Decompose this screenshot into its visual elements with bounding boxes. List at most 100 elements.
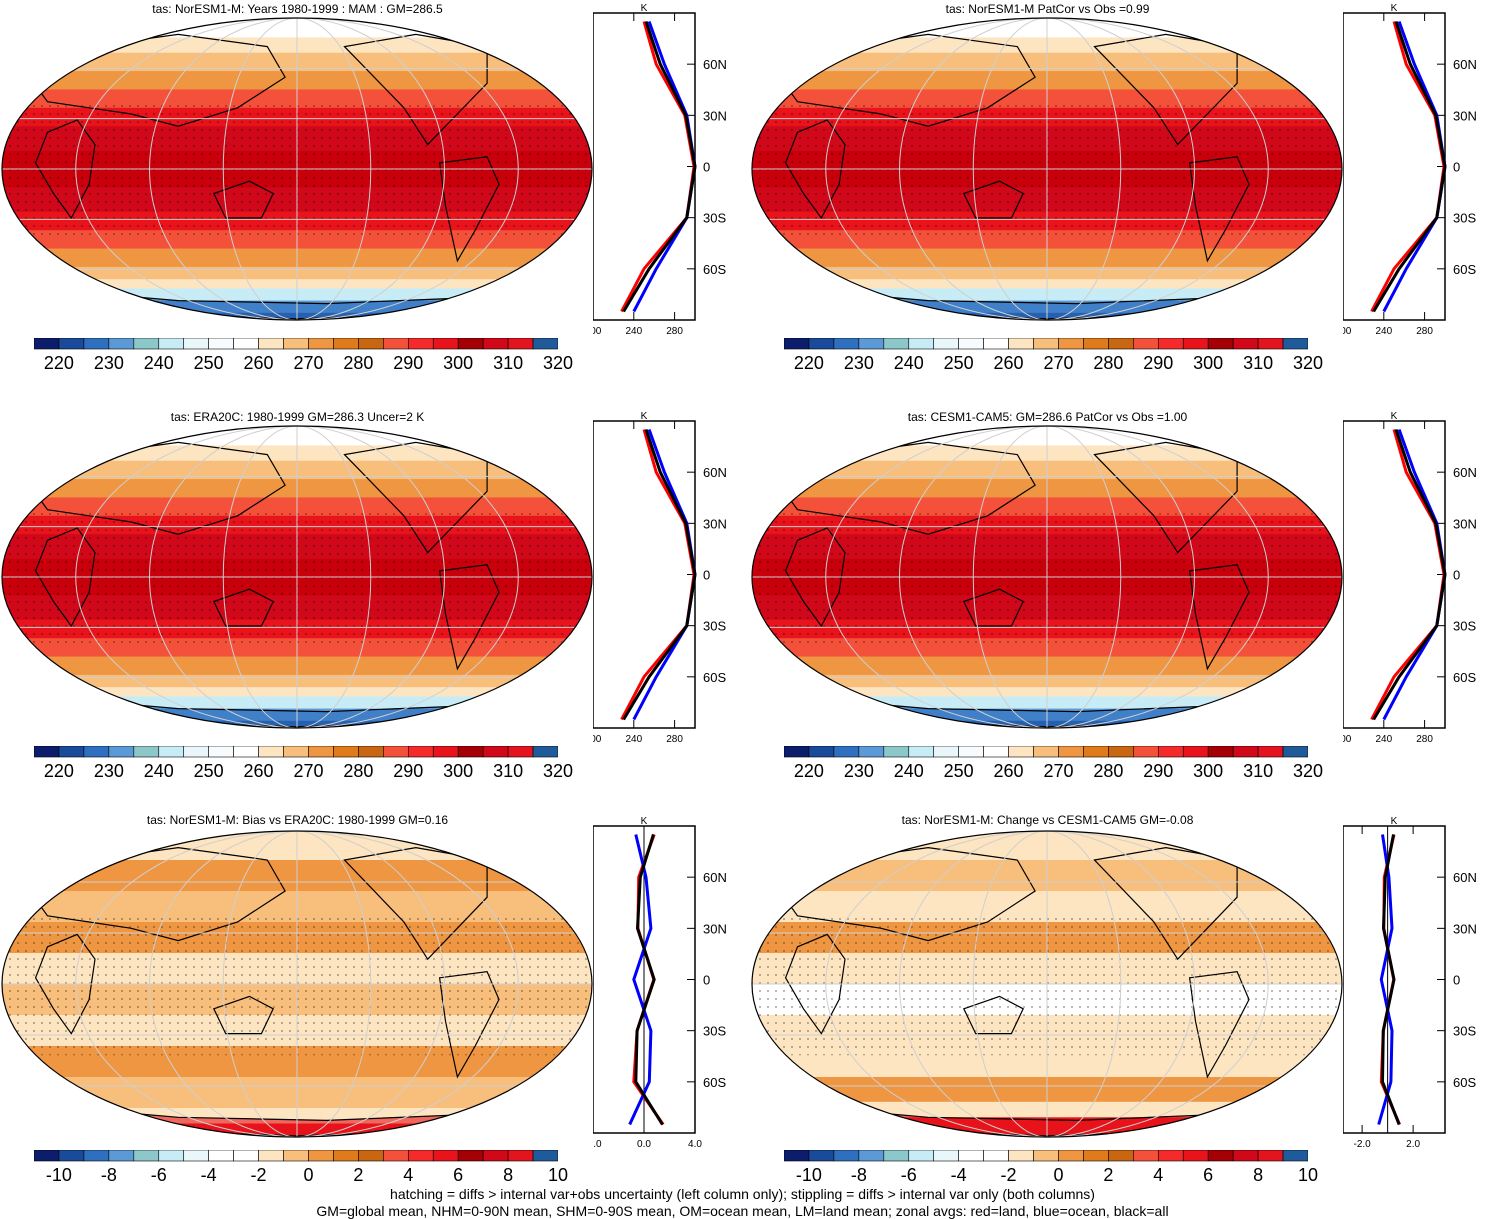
colorbar-swatch [283, 746, 309, 758]
colorbar-tick-label: 4 [1153, 1165, 1164, 1185]
colorbar-swatch [1008, 746, 1034, 758]
colorbar-tick-label: 230 [843, 761, 874, 781]
colorbar-tick-label: -8 [850, 1165, 867, 1185]
colorbar-swatch [183, 746, 209, 758]
colorbar-swatch [108, 1150, 135, 1162]
colorbar-tick-label: 220 [43, 353, 74, 373]
colorbar-tick-label: -4 [200, 1165, 217, 1185]
colorbar-tick-label: 260 [243, 761, 274, 781]
colorbar-tick-label: -8 [100, 1165, 117, 1185]
zonal-x-tick-label: 200 [1343, 734, 1352, 745]
zonal-lat-label: 60S [703, 262, 726, 277]
colorbar-swatch [1207, 1150, 1234, 1162]
colorbar-tick-label: 300 [1193, 761, 1224, 781]
colorbar-swatch [457, 338, 484, 350]
zonal-series-all [622, 21, 697, 313]
world-map [751, 17, 1343, 321]
zonal-lat-label: 60N [703, 870, 727, 885]
colorbar-swatch [883, 1150, 910, 1162]
map-border [751, 830, 1343, 1138]
colorbar-swatch [383, 1150, 409, 1162]
zonal-x-tick-label: -4.0 [593, 1139, 602, 1150]
colorbar-swatch [1157, 746, 1184, 758]
zonal-mean-plot: K 60N 30N 0 30S 60S 200 240 280 [1343, 3, 1477, 337]
zonal-lat-label: 30S [1453, 211, 1476, 226]
colorbar-swatch [308, 1150, 334, 1162]
colorbar-swatch [58, 338, 85, 350]
map-title: tas: NorESM1-M PatCor vs Obs =0.99 [945, 2, 1150, 16]
map-border [1, 830, 593, 1138]
colorbar-swatch [34, 338, 60, 350]
colorbar-tick-label: -4 [950, 1165, 967, 1185]
graticule [752, 17, 1342, 321]
colorbar-swatch [1232, 746, 1259, 758]
colorbar-swatch [358, 1150, 384, 1162]
colorbar-swatch [908, 746, 935, 758]
colorbar-swatch [1083, 746, 1109, 758]
colorbar-swatch [108, 338, 135, 350]
zonal-x-tick-label: 280 [1416, 326, 1433, 337]
colorbar-swatch [283, 1150, 309, 1162]
colorbar-tick-label: 280 [343, 353, 374, 373]
colorbar-swatch [1108, 746, 1134, 758]
colorbar-swatch [133, 1150, 160, 1162]
colorbar-swatch [1182, 338, 1209, 350]
zonal-x-tick-label: 280 [666, 734, 683, 745]
colorbar-swatch [1108, 338, 1134, 350]
zonal-lat-label: 30N [1453, 921, 1477, 936]
colorbar-swatch [1058, 338, 1084, 350]
colorbar-swatch [457, 746, 484, 758]
colorbar-swatch [308, 338, 334, 350]
colorbar-swatch [1058, 746, 1084, 758]
zonal-x-tick-label: 240 [625, 734, 642, 745]
zonal-lat-label: 60S [1453, 670, 1476, 685]
zonal-lat-label: 60N [703, 57, 727, 72]
colorbar-swatch [507, 1150, 534, 1162]
colorbar-swatch [358, 338, 384, 350]
colorbar-swatch [432, 1150, 459, 1162]
colorbar-swatch [833, 1150, 860, 1162]
colorbar-swatch [183, 1150, 209, 1162]
colorbar-swatch [507, 746, 534, 758]
colorbar-swatch [507, 338, 534, 350]
zonal-lat-label: 30S [1453, 619, 1476, 634]
colorbar-tick-label: 310 [493, 761, 524, 781]
zonal-lat-label: 30N [1453, 108, 1477, 123]
colorbar-swatch [383, 338, 409, 350]
world-map [1, 17, 593, 321]
zonal-lat-label: 30N [703, 516, 727, 531]
colorbar-swatch [908, 338, 935, 350]
colorbar-tick-label: 10 [547, 1165, 569, 1185]
colorbar-swatch [833, 338, 860, 350]
colorbar-swatch [407, 746, 434, 758]
zonal-x-tick-label: 280 [666, 326, 683, 337]
colorbar-tick-label: 300 [1193, 353, 1224, 373]
world-map [751, 830, 1343, 1138]
zonal-lat-label: 0 [1453, 160, 1460, 175]
colorbar-tick-label: 260 [993, 761, 1024, 781]
map-title: tas: NorESM1-M: Change vs CESM1-CAM5 GM=… [901, 813, 1194, 827]
colorbar-tick-label: 310 [1243, 353, 1274, 373]
zonal-unit-label: K [1391, 816, 1398, 827]
colorbar-swatch [233, 338, 259, 350]
colorbar-swatch [308, 746, 334, 758]
zonal-lat-label: 60S [1453, 262, 1476, 277]
colorbar-swatch [958, 1150, 984, 1162]
colorbar-swatch [333, 1150, 359, 1162]
map-border [1, 17, 593, 321]
graticule [752, 425, 1342, 729]
colorbar-tick-label: -2 [1000, 1165, 1017, 1185]
colorbar-tick-label: 2 [353, 1165, 364, 1185]
colorbar-swatch [457, 1150, 484, 1162]
map-border [751, 17, 1343, 321]
zonal-x-tick-label: 200 [1343, 326, 1352, 337]
colorbar-tick-label: 270 [293, 353, 324, 373]
colorbar-swatch [1033, 1150, 1059, 1162]
graticule [752, 830, 1342, 1138]
zonal-lat-label: 30S [703, 1024, 726, 1039]
zonal-lat-label: 30S [1453, 1024, 1476, 1039]
colorbar-swatch [784, 1150, 810, 1162]
colorbar-tick-label: 320 [542, 761, 574, 781]
colorbar-swatch [858, 746, 885, 758]
colorbar-tick-label: -6 [900, 1165, 917, 1185]
